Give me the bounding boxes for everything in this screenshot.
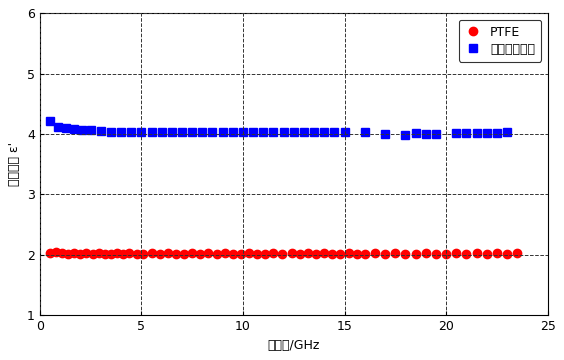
回路基板材料 bbox=[98, 129, 104, 133]
回路基板材料 bbox=[494, 131, 500, 135]
回路基板材料 bbox=[108, 130, 114, 134]
回路基板材料 bbox=[46, 119, 53, 123]
PTFE bbox=[345, 251, 352, 255]
回路基板材料 bbox=[79, 128, 86, 132]
回路基板材料 bbox=[433, 132, 439, 136]
回路基板材料 bbox=[158, 130, 165, 134]
回路基板材料 bbox=[301, 130, 307, 134]
PTFE bbox=[443, 252, 450, 256]
回路基板材料 bbox=[412, 131, 419, 136]
回路基板材料 bbox=[87, 128, 94, 132]
回路基板材料 bbox=[250, 130, 257, 134]
回路基板材料 bbox=[63, 126, 69, 130]
回路基板材料 bbox=[402, 132, 409, 137]
PTFE bbox=[140, 252, 147, 256]
回路基板材料 bbox=[382, 132, 389, 136]
PTFE bbox=[46, 251, 53, 255]
Line: PTFE: PTFE bbox=[46, 248, 521, 258]
回路基板材料 bbox=[169, 130, 175, 134]
回路基板材料 bbox=[189, 130, 196, 134]
回路基板材料 bbox=[290, 130, 297, 134]
回路基板材料 bbox=[138, 130, 145, 134]
PTFE bbox=[382, 252, 389, 256]
回路基板材料 bbox=[179, 130, 186, 134]
回路基板材料 bbox=[199, 130, 206, 134]
PTFE bbox=[52, 250, 59, 255]
回路基板材料 bbox=[270, 130, 277, 134]
回路基板材料 bbox=[55, 125, 61, 129]
Legend: PTFE, 回路基板材料: PTFE, 回路基板材料 bbox=[459, 19, 541, 62]
回路基板材料 bbox=[240, 130, 246, 134]
回路基板材料 bbox=[463, 131, 470, 135]
回路基板材料 bbox=[362, 130, 368, 134]
回路基板材料 bbox=[219, 130, 226, 134]
回路基板材料 bbox=[71, 127, 78, 131]
Y-axis label: 比誤電率 ε': 比誤電率 ε' bbox=[8, 142, 21, 186]
回路基板材料 bbox=[331, 130, 338, 134]
回路基板材料 bbox=[311, 130, 318, 134]
回路基板材料 bbox=[504, 130, 510, 134]
回路基板材料 bbox=[209, 130, 216, 134]
回路基板材料 bbox=[260, 130, 267, 134]
回路基板材料 bbox=[453, 131, 460, 135]
PTFE bbox=[65, 252, 72, 256]
PTFE bbox=[514, 251, 521, 255]
回路基板材料 bbox=[473, 131, 480, 135]
Line: 回路基板材料: 回路基板材料 bbox=[46, 117, 511, 139]
回路基板材料 bbox=[118, 130, 125, 134]
回路基板材料 bbox=[230, 130, 236, 134]
回路基板材料 bbox=[148, 130, 155, 134]
回路基板材料 bbox=[422, 132, 429, 136]
回路基板材料 bbox=[128, 130, 135, 134]
X-axis label: 周波数/GHz: 周波数/GHz bbox=[267, 339, 320, 352]
回路基板材料 bbox=[483, 131, 490, 135]
PTFE bbox=[494, 251, 500, 255]
PTFE bbox=[148, 251, 155, 255]
回路基板材料 bbox=[321, 130, 328, 134]
回路基板材料 bbox=[341, 130, 348, 134]
回路基板材料 bbox=[280, 130, 287, 134]
